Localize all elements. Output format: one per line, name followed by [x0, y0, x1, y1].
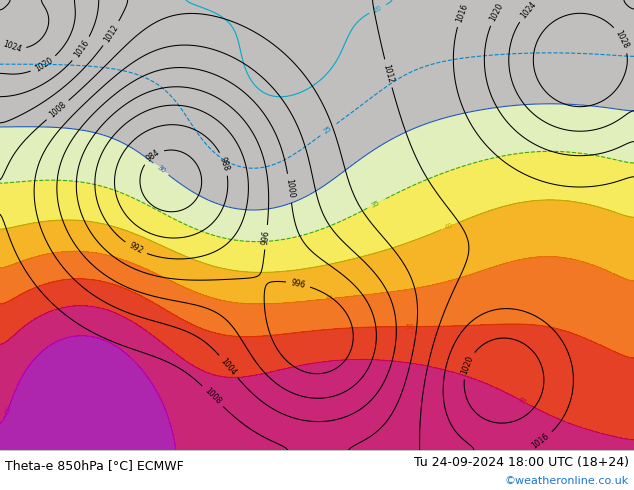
Text: 1004: 1004 [219, 356, 238, 377]
Text: 996: 996 [261, 229, 271, 245]
Text: 1020: 1020 [33, 56, 55, 74]
Text: 1008: 1008 [48, 100, 68, 120]
Text: 992: 992 [127, 241, 145, 256]
Text: 60: 60 [4, 404, 13, 415]
Text: Tu 24-09-2024 18:00 UTC (18+24): Tu 24-09-2024 18:00 UTC (18+24) [414, 456, 629, 468]
Text: 1016: 1016 [530, 432, 551, 451]
Text: 20: 20 [372, 4, 383, 13]
Text: 50: 50 [405, 323, 414, 330]
Text: 55: 55 [517, 396, 528, 406]
Text: 30: 30 [155, 164, 166, 174]
Text: 1016: 1016 [72, 39, 91, 60]
Text: 35: 35 [370, 199, 381, 209]
Text: 984: 984 [145, 148, 162, 164]
Text: 1028: 1028 [614, 29, 630, 50]
Polygon shape [480, 0, 634, 100]
Text: 1012: 1012 [102, 23, 120, 44]
Text: 1016: 1016 [455, 2, 470, 24]
Text: 1024: 1024 [519, 0, 538, 21]
Text: 45: 45 [325, 295, 335, 302]
Text: 25: 25 [323, 125, 333, 135]
Text: 1012: 1012 [382, 63, 395, 84]
Text: 1020: 1020 [460, 355, 475, 376]
Text: 40: 40 [444, 222, 455, 231]
Text: 988: 988 [218, 155, 231, 172]
Text: 996: 996 [290, 278, 306, 290]
Text: 1024: 1024 [1, 39, 22, 54]
Text: 1000: 1000 [284, 178, 295, 198]
Text: Theta-e 850hPa [°C] ECMWF: Theta-e 850hPa [°C] ECMWF [5, 460, 184, 472]
Text: 1020: 1020 [488, 2, 505, 23]
Text: ©weatheronline.co.uk: ©weatheronline.co.uk [505, 476, 629, 486]
Text: 1008: 1008 [203, 386, 223, 406]
